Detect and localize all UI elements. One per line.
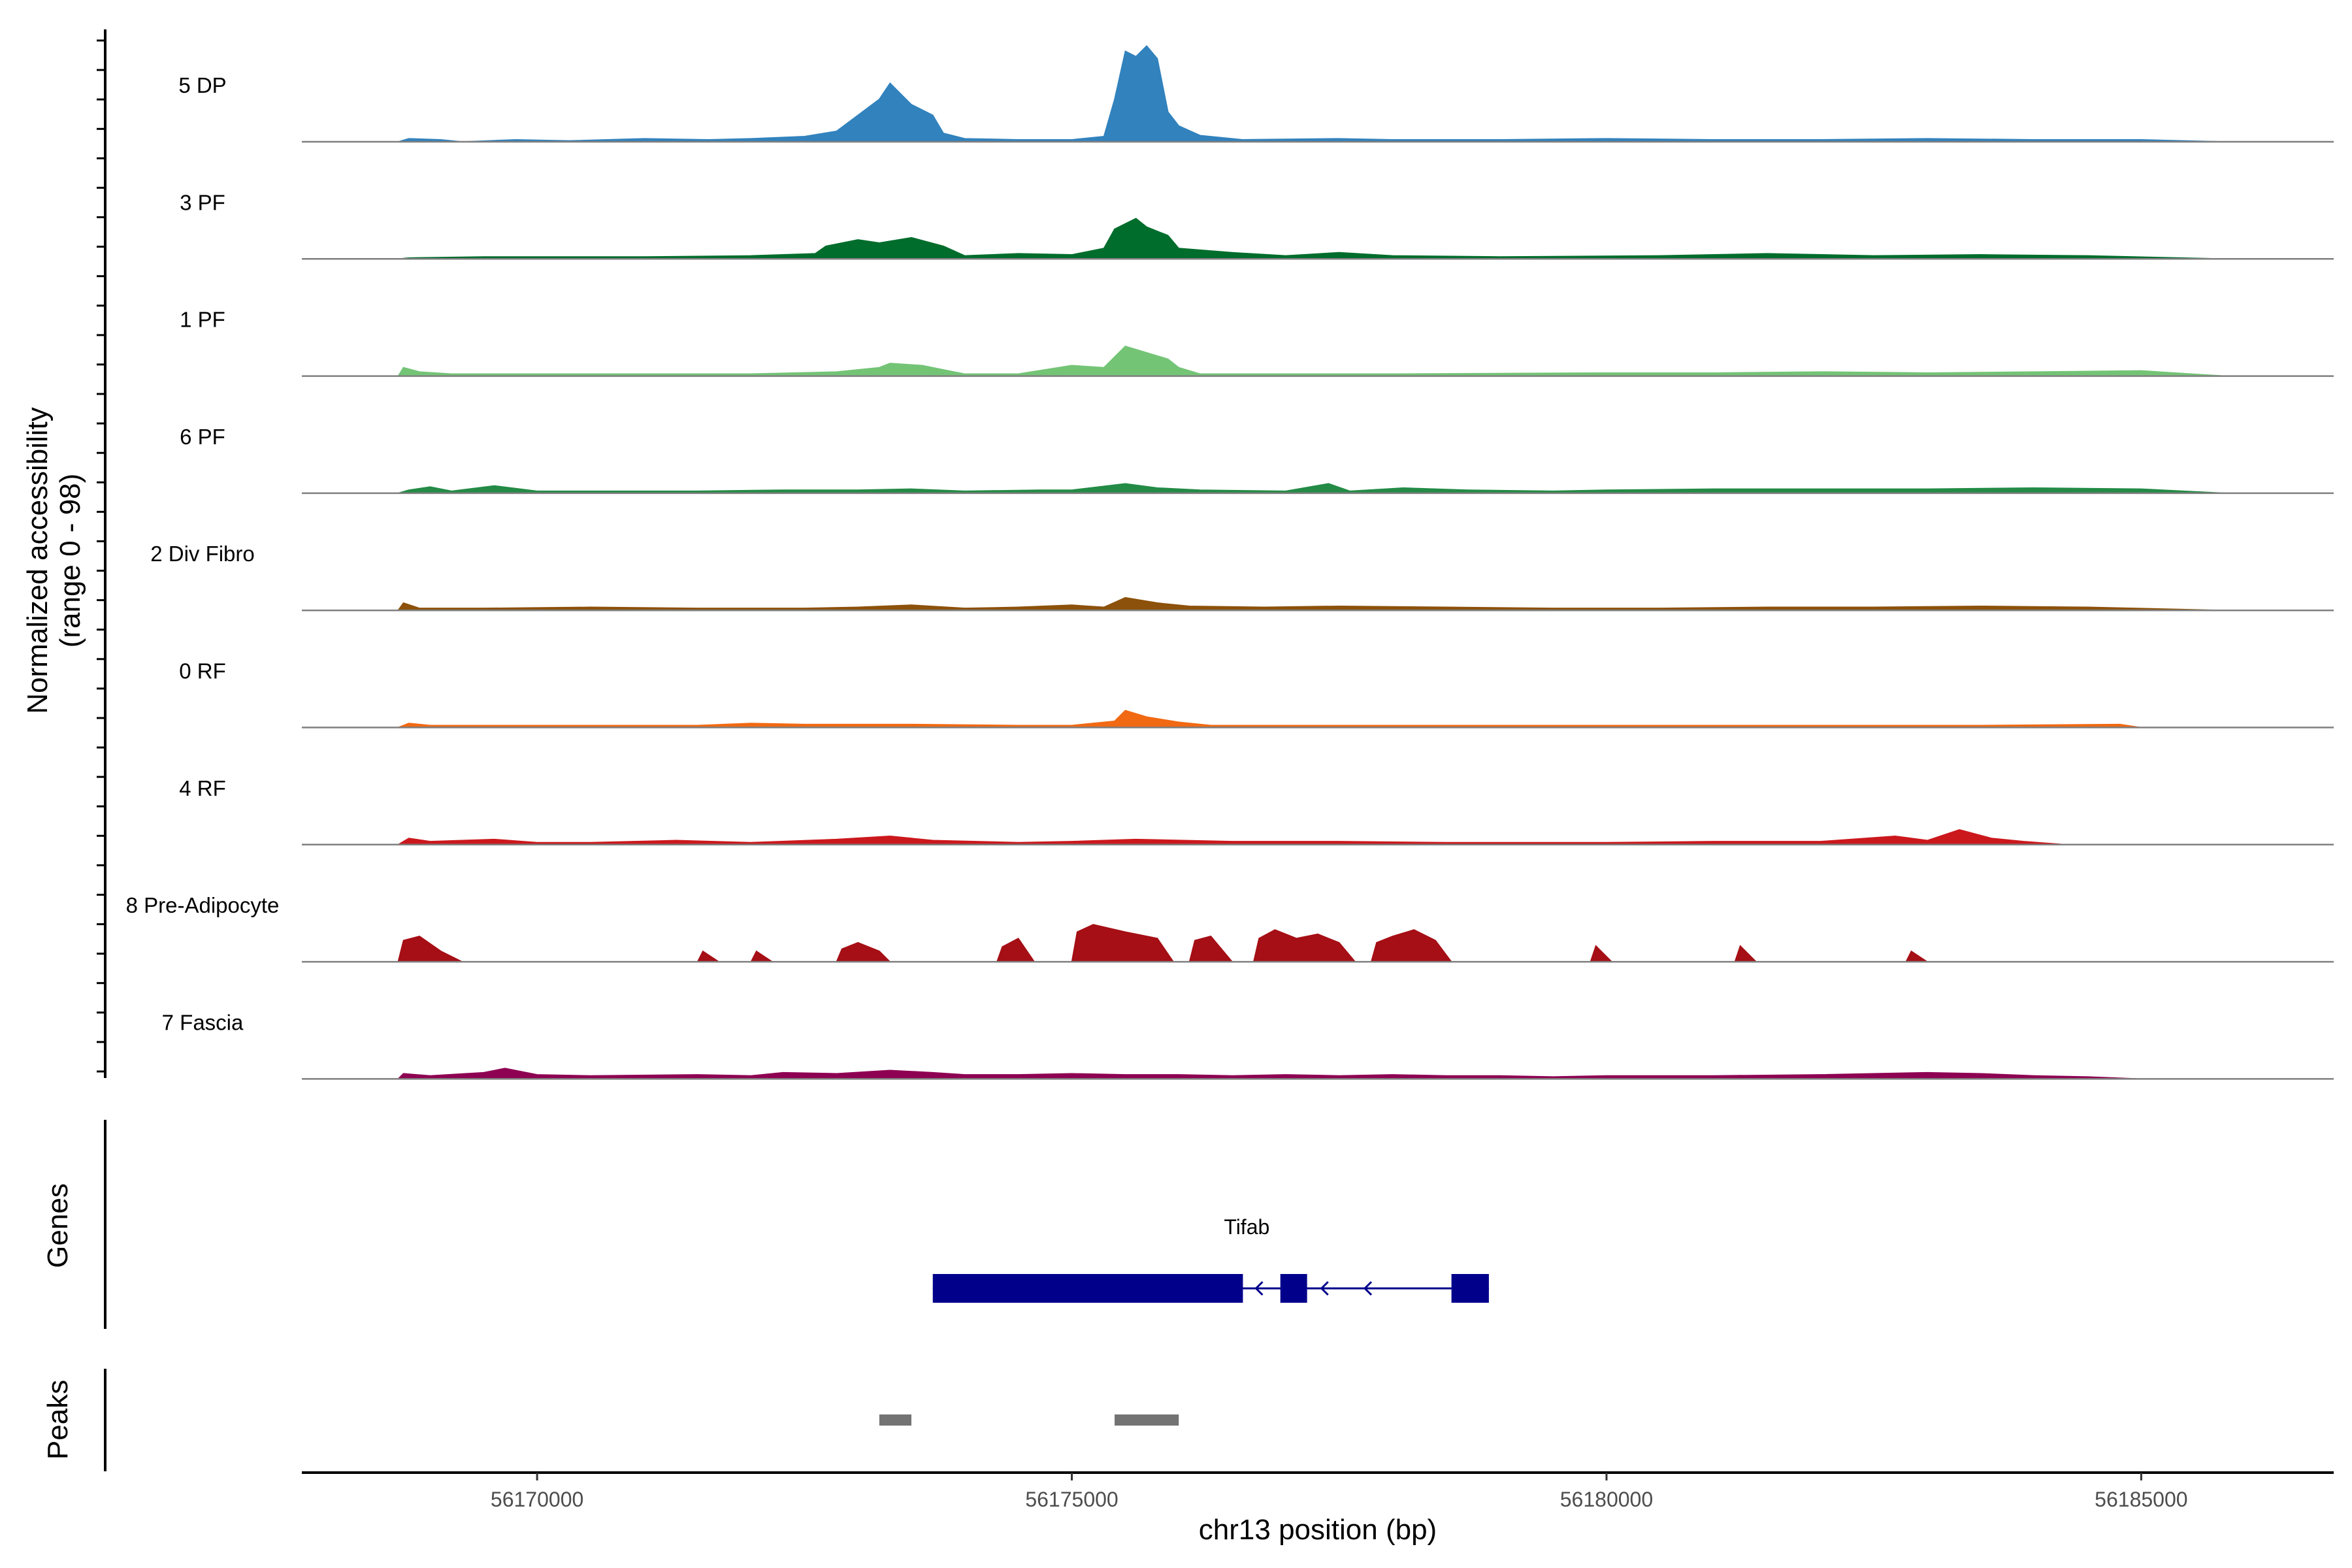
track-label-7-fascia: 7 Fascia xyxy=(162,1010,244,1034)
track-signal-8-pre-adipocyte xyxy=(397,924,1949,962)
track-signal-7-fascia xyxy=(397,1068,2142,1080)
track-signal-3-pf xyxy=(398,218,2227,260)
x-tick-label: 56175000 xyxy=(1025,1488,1118,1511)
track-signal-1-pf xyxy=(397,346,2227,377)
x-axis-ticks: 56170000 56175000 56180000 56185000 xyxy=(491,1473,2188,1511)
peaks-track-title: Peaks xyxy=(42,1380,74,1460)
strand-arrow xyxy=(1363,1281,1373,1296)
coverage-tracks: 5 DP 3 PF 1 PF 6 PF 2 Div Fibro 0 RF 4 RF 8 Pre… xyxy=(126,44,2334,1080)
track-8-pre-adipocyte: 8 Pre-Adipocyte xyxy=(126,893,2334,963)
x-tick-label: 56180000 xyxy=(1560,1488,1653,1511)
peak-bar xyxy=(1115,1414,1179,1426)
gene-exon xyxy=(932,1274,1243,1303)
track-signal-4-rf xyxy=(396,829,2066,845)
peak-track xyxy=(879,1414,1179,1426)
strand-arrow xyxy=(1320,1281,1329,1296)
accessibility-axis-ticks xyxy=(97,39,105,1073)
track-0-rf: 0 RF xyxy=(179,659,2334,728)
track-label-0-rf: 0 RF xyxy=(179,659,226,683)
track-7-fascia: 7 Fascia xyxy=(162,1010,2334,1080)
x-tick-label: 56170000 xyxy=(491,1488,583,1511)
gene-exon xyxy=(1280,1274,1307,1303)
peak-bar xyxy=(879,1414,911,1426)
track-label-3-pf: 3 PF xyxy=(180,190,225,214)
track-signal-5-dp xyxy=(398,44,2227,142)
track-1-pf: 1 PF xyxy=(180,308,2334,377)
x-tick-label: 56185000 xyxy=(2095,1488,2187,1511)
gene-track: Tifab xyxy=(932,1215,1489,1303)
track-5-dp: 5 DP xyxy=(178,44,2334,143)
gene-exon xyxy=(1451,1274,1489,1303)
track-label-5-dp: 5 DP xyxy=(178,73,226,97)
y-axis-title: Normalized accessibility xyxy=(22,407,54,713)
genes-track-title: Genes xyxy=(42,1183,74,1268)
strand-arrow xyxy=(1254,1281,1264,1296)
x-axis-title: chr13 position (bp) xyxy=(1199,1514,1437,1546)
track-label-2-div-fibro: 2 Div Fibro xyxy=(150,542,255,566)
track-3-pf: 3 PF xyxy=(180,190,2334,260)
track-4-rf: 4 RF xyxy=(179,776,2334,846)
gene-tifab: Tifab xyxy=(932,1215,1489,1303)
track-label-8-pre-adipocyte: 8 Pre-Adipocyte xyxy=(126,893,280,917)
track-2-div-fibro: 2 Div Fibro xyxy=(150,542,2334,612)
track-6-pf: 6 PF xyxy=(180,425,2334,495)
track-label-6-pf: 6 PF xyxy=(180,425,225,449)
track-signal-6-pf xyxy=(398,483,2227,494)
y-axis-range-label: (range 0 - 98) xyxy=(54,474,86,648)
track-signal-0-rf xyxy=(398,710,2142,728)
track-label-4-rf: 4 RF xyxy=(179,776,226,800)
gene-label-tifab: Tifab xyxy=(1224,1215,1269,1239)
track-label-1-pf: 1 PF xyxy=(180,308,225,332)
track-signal-2-div-fibro xyxy=(397,596,2227,611)
